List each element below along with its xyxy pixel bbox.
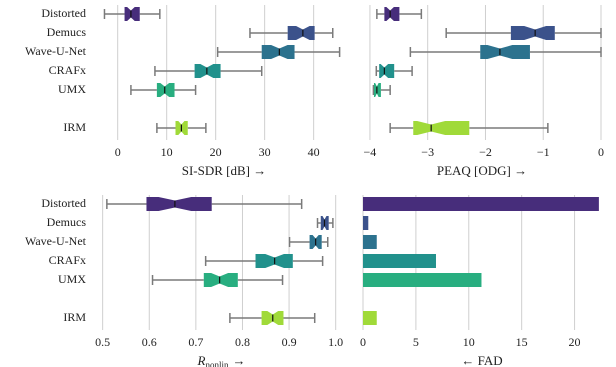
x-tick-label: 20 — [569, 335, 581, 349]
category-label: UMX — [58, 272, 86, 286]
category-label: Wave-U-Net — [25, 44, 87, 58]
x-tick-label: 5 — [413, 335, 419, 349]
box — [510, 26, 555, 40]
box — [156, 83, 175, 97]
x-tick-label: 0.5 — [95, 335, 110, 349]
x-tick-label: 0 — [115, 145, 121, 159]
box — [203, 273, 238, 287]
x-axis-label: ← FAD — [461, 353, 502, 367]
box — [480, 45, 530, 59]
category-label: UMX — [58, 82, 86, 96]
x-axis-label: PEAQ [ODG] → — [437, 163, 527, 178]
bar — [363, 216, 369, 230]
x-tick-label: 15 — [516, 335, 528, 349]
category-label: Distorted — [41, 6, 86, 20]
x-axis-label-sub: nonlin — [205, 360, 229, 367]
category-label: IRM — [63, 120, 86, 134]
box — [413, 121, 470, 135]
x-axis-label: Rnonlin → — [197, 353, 246, 367]
category-label: Distorted — [41, 196, 86, 210]
category-label: Wave-U-Net — [25, 234, 87, 248]
bar — [363, 254, 436, 268]
box — [287, 26, 315, 40]
x-tick-label: 40 — [308, 145, 320, 159]
x-tick-label: −4 — [364, 145, 377, 159]
box — [194, 64, 221, 78]
x-tick-label: 20 — [210, 145, 222, 159]
x-axis-label: SI-SDR [dB] → — [182, 163, 267, 178]
x-tick-label: 0.7 — [188, 335, 203, 349]
category-label: IRM — [63, 310, 86, 324]
category-label: CRAFx — [49, 253, 86, 267]
x-tick-label: 10 — [463, 335, 475, 349]
x-tick-label: 0 — [360, 335, 366, 349]
x-tick-label: 0.8 — [235, 335, 250, 349]
bar — [363, 197, 599, 211]
x-tick-label: 10 — [161, 145, 173, 159]
category-label: Demucs — [47, 215, 87, 229]
box — [379, 64, 395, 78]
bar — [363, 311, 377, 325]
bar — [363, 235, 377, 249]
x-axis-label-text: ← FAD — [461, 353, 502, 367]
x-tick-label: 30 — [259, 145, 271, 159]
x-axis-label-text: PEAQ [ODG] → — [437, 163, 527, 178]
x-tick-label: 0 — [598, 145, 604, 159]
x-axis-label-text: SI-SDR [dB] → — [182, 163, 267, 178]
box — [124, 7, 140, 21]
box — [146, 197, 212, 211]
box — [261, 45, 295, 59]
category-label: Demucs — [47, 25, 87, 39]
x-tick-label: −3 — [421, 145, 434, 159]
bar — [363, 273, 482, 287]
category-label: CRAFx — [49, 63, 86, 77]
x-tick-label: −1 — [537, 145, 550, 159]
x-tick-label: 0.6 — [142, 335, 157, 349]
x-tick-label: 0.9 — [282, 335, 297, 349]
x-tick-label: 1.0 — [328, 335, 343, 349]
x-axis-label-text: R — [197, 353, 206, 367]
x-tick-label: −2 — [479, 145, 492, 159]
x-axis-label-suffix: → — [232, 353, 245, 367]
box — [384, 7, 400, 21]
